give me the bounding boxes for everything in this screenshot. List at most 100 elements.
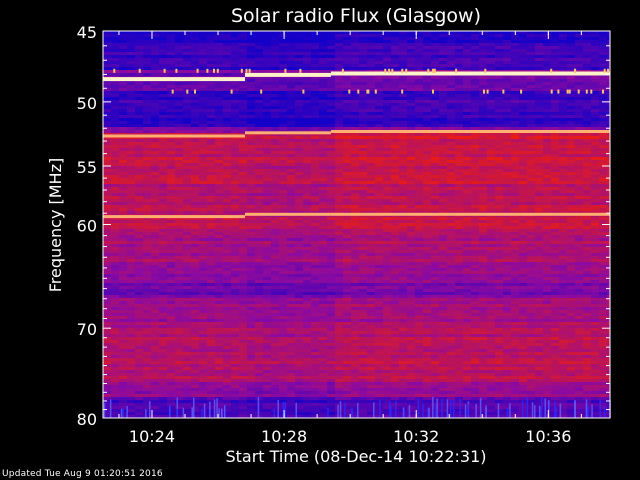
heatmap-cell — [399, 262, 407, 265]
heatmap-cell — [231, 49, 239, 52]
heatmap-cell — [463, 151, 471, 154]
heatmap-cell — [119, 160, 127, 163]
heatmap-cell — [215, 229, 223, 232]
heatmap-cell — [359, 109, 367, 112]
heatmap-cell — [119, 124, 127, 127]
heatmap-cell — [431, 103, 439, 106]
heatmap-cell — [367, 226, 375, 229]
heatmap-cell — [119, 202, 127, 205]
heatmap-cell — [583, 169, 591, 172]
heatmap-cell — [127, 178, 135, 181]
heatmap-cell — [407, 106, 415, 109]
heatmap-cell — [311, 106, 319, 109]
heatmap-cell — [303, 220, 311, 223]
heatmap-cell — [223, 184, 231, 187]
heatmap-cell — [135, 262, 143, 265]
heatmap-cell — [559, 97, 567, 100]
heatmap-cell — [399, 106, 407, 109]
heatmap-cell — [511, 217, 519, 220]
heatmap-cell — [319, 151, 327, 154]
heatmap-cell — [391, 172, 399, 175]
heatmap-cell — [191, 208, 199, 211]
heatmap-cell — [479, 121, 487, 124]
heatmap-cell — [223, 190, 231, 193]
heatmap-cell — [167, 211, 175, 214]
heatmap-cell — [455, 160, 463, 163]
heatmap-cell — [127, 181, 135, 184]
heatmap-cell — [255, 205, 263, 208]
heatmap-cell — [359, 157, 367, 160]
heatmap-cell — [543, 34, 551, 37]
heatmap-cell — [303, 31, 311, 34]
heatmap-cell — [215, 130, 223, 133]
heatmap-cell — [599, 157, 607, 160]
heatmap-cell — [439, 85, 447, 88]
heatmap-cell — [591, 223, 599, 226]
heatmap-cell — [279, 205, 287, 208]
heatmap-cell — [175, 253, 183, 256]
heatmap-cell — [471, 235, 479, 238]
heatmap-cell — [103, 70, 111, 73]
heatmap-cell — [575, 115, 583, 118]
heatmap-cell — [407, 211, 415, 214]
heatmap-cell — [327, 175, 335, 178]
heatmap-cell — [191, 130, 199, 133]
heatmap-cell — [495, 223, 503, 226]
heatmap-cell — [399, 139, 407, 142]
heatmap-cell — [559, 31, 567, 34]
heatmap-cell — [599, 85, 607, 88]
heatmap-cell — [511, 154, 519, 157]
heatmap-cell — [439, 64, 447, 67]
heatmap-cell — [119, 193, 127, 196]
heatmap-cell — [519, 127, 527, 130]
heatmap-cell — [295, 256, 303, 259]
heatmap-cell — [319, 124, 327, 127]
heatmap-cell — [119, 184, 127, 187]
heatmap-cell — [551, 31, 559, 34]
heatmap-cell — [455, 52, 463, 55]
heatmap-cell — [159, 238, 167, 241]
heatmap-cell — [167, 184, 175, 187]
heatmap-cell — [527, 226, 535, 229]
heatmap-cell — [447, 238, 455, 241]
heatmap-cell — [439, 139, 447, 142]
heatmap-cell — [223, 205, 231, 208]
heatmap-cell — [135, 145, 143, 148]
heatmap-cell — [231, 109, 239, 112]
heatmap-cell — [135, 61, 143, 64]
heatmap-cell — [375, 226, 383, 229]
heatmap-cell — [519, 91, 527, 94]
heatmap-cell — [551, 235, 559, 238]
heatmap-cell — [359, 145, 367, 148]
heatmap-cell — [335, 145, 343, 148]
heatmap-cell — [111, 247, 119, 250]
heatmap-cell — [175, 139, 183, 142]
heatmap-cell — [111, 238, 119, 241]
heatmap-cell — [183, 175, 191, 178]
heatmap-cell — [527, 187, 535, 190]
heatmap-cell — [351, 205, 359, 208]
heatmap-cell — [327, 82, 335, 85]
heatmap-cell — [535, 241, 543, 244]
heatmap-cell — [143, 100, 151, 103]
heatmap-cell — [111, 220, 119, 223]
heatmap-cell — [215, 217, 223, 220]
heatmap-cell — [599, 139, 607, 142]
heatmap-cell — [183, 202, 191, 205]
heatmap-cell — [503, 163, 511, 166]
heatmap-cell — [167, 205, 175, 208]
heatmap-cell — [543, 97, 551, 100]
heatmap-cell — [103, 82, 111, 85]
heatmap-cell — [599, 145, 607, 148]
heatmap-cell — [607, 40, 610, 43]
heatmap-cell — [399, 226, 407, 229]
heatmap-cell — [111, 97, 119, 100]
heatmap-cell — [535, 49, 543, 52]
heatmap-cell — [391, 67, 399, 70]
heatmap-cell — [487, 235, 495, 238]
heatmap-cell — [543, 232, 551, 235]
heatmap-cell — [247, 100, 255, 103]
heatmap-cell — [175, 208, 183, 211]
heatmap-cell — [215, 49, 223, 52]
heatmap-cell — [471, 208, 479, 211]
